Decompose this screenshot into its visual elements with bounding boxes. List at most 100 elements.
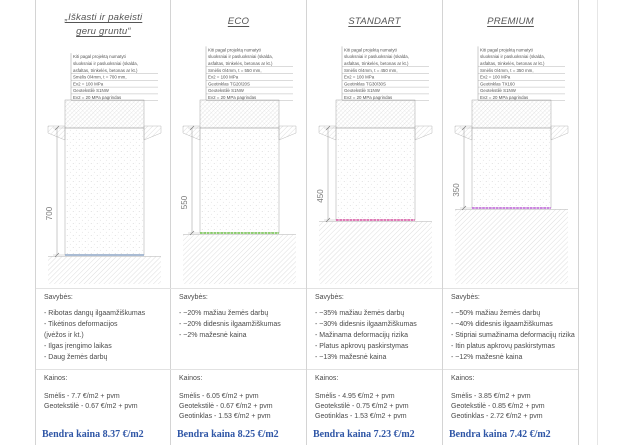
price-item: Smėlis - 7.7 €/m2 + pvm [44, 393, 120, 400]
price-item: Smėlis - 6.05 €/m2 + pvm [179, 393, 259, 400]
layer-label: Kiti pagal projektą numatyti [73, 54, 126, 59]
sand-layer [471, 127, 552, 209]
section-divider [443, 288, 578, 289]
property-item: - Ribotas dangų ilgaamžiškumas [44, 310, 146, 317]
ground-right [278, 125, 297, 141]
thickness-dimension: 350 [452, 183, 461, 197]
upper-layers [64, 99, 145, 129]
subgrade-soil [455, 209, 568, 284]
total-price: Bendra kaina 8.25 €/m2 [177, 429, 279, 440]
dimension-tick-bottom [461, 205, 467, 211]
column-title: STANDART [307, 15, 442, 29]
option-column-excavation: „Iškasti ir pakeisti geru gruntu“ Kiti pag… [35, 0, 171, 445]
prices-heading: Kainos: [44, 375, 68, 382]
sand-layer [64, 127, 145, 256]
prices-heading: Kainos: [179, 375, 203, 382]
layer-label: Ev2 = 20 MPa pagrindas [208, 95, 257, 100]
layer-label: Ev2 = 100 MPa [480, 75, 511, 80]
ground-right [414, 125, 433, 141]
layer-label: sluoksniai ir pasluoksniai (skalda, [208, 54, 273, 59]
property-item: - ~12% mažesnė kaina [451, 354, 523, 361]
column-title-text: ECO [227, 16, 250, 27]
layer-label: sluoksniai ir pasluoksniai (skalda, [480, 54, 545, 59]
column-title-text: PREMIUM [487, 16, 534, 27]
prices-heading: Kainos: [315, 375, 339, 382]
layer-label: Kiti pagal projektą numatyti [208, 47, 261, 52]
property-item: - ~13% mažesnė kaina [315, 354, 387, 361]
column-title: ECO [171, 15, 306, 29]
dimension-tick-bottom [189, 230, 195, 236]
cross-section-drawing: Kiti pagal projektą numatyti sluoksniai i… [452, 46, 569, 284]
option-column-standart: STANDART Kiti pagal projektą numatyti sluo… [307, 0, 443, 445]
price-item: Geotekstilė - 0.75 €/m2 + pvm [315, 403, 409, 410]
option-column-eco: ECO Kiti pagal projektą numatyti sluoksnia… [171, 0, 307, 445]
layer-label: asfaltas, trinkelės, betonas ar kt.) [480, 61, 545, 66]
layer-label: Ev2 = 100 MPa [208, 75, 239, 80]
upper-layers [199, 99, 280, 129]
layer-label: Geotinklas TG20/20S [208, 81, 250, 86]
column-title-line: STANDART [307, 15, 442, 29]
column-title: PREMIUM [443, 15, 578, 29]
layer-label: Geotekstilė S1NW [480, 88, 517, 93]
layer-label: Ev2 = 20 MPa pagrindas [73, 95, 122, 100]
price-item: Geotinklas - 2.72 €/m2 + pvm [451, 413, 543, 420]
properties-section: Savybės: - Ribotas dangų ilgaamžiškumas - … [44, 292, 145, 363]
layer-label: asfaltas, trinkelės, betonas ar kt.) [344, 61, 409, 66]
subgrade-soil [48, 256, 161, 284]
layer-label: asfaltas, trinkelės, betonas ar kt.) [73, 68, 138, 73]
layer-label: Geotekstilė S1NW [208, 88, 245, 93]
column-title-line: PREMIUM [443, 15, 578, 29]
prices-heading: Kainos: [451, 375, 475, 382]
property-item: - Platus apkrovų paskirstymas [315, 343, 409, 350]
property-item: - Itin platus apkrovų paskirstymas [451, 343, 555, 350]
prices-section: Kainos: Smėlis - 7.7 €/m2 + pvm Geotekstil… [44, 373, 138, 412]
layer-label: Smėlis 0/4mm, t = 550 mm, [208, 68, 262, 73]
layer-label: Ev2 = 20 MPa pagrindas [480, 95, 529, 100]
price-item: Geotinklas - 1.53 €/m2 + pvm [315, 413, 407, 420]
property-item: - ~20% mažiau žemės darbų [179, 310, 269, 317]
property-item: - ~35% mažiau žemės darbų [315, 310, 405, 317]
layer-label: Kiti pagal projektą numatyti [480, 47, 533, 52]
property-item: - ~2% mažesnė kaina [179, 332, 247, 339]
subgrade-soil [319, 221, 432, 284]
column-title-line: „Iškasti ir pakeisti [36, 11, 171, 25]
thickness-dimension: 700 [45, 206, 54, 220]
sand-layer [199, 127, 280, 234]
total-price: Bendra kaina 7.23 €/m2 [313, 429, 415, 440]
layer-label: Ev2 = 100 MPa [73, 81, 104, 86]
property-item: - ~30% didesnis ilgaamžiškumas [315, 321, 417, 328]
layer-label: asfaltas, trinkelės, betonas ar kt.) [208, 61, 273, 66]
property-item: - ~40% didesnis ilgaamžiškumas [451, 321, 553, 328]
properties-section: Savybės: - ~35% mažiau žemės darbų - ~30% … [315, 292, 417, 363]
property-item: - ~20% didesnis ilgaamžiškumas [179, 321, 281, 328]
property-item: - ~50% mažiau žemės darbų [451, 310, 541, 317]
cross-section-drawing: Kiti pagal projektą numatyti sluoksniai i… [316, 46, 433, 284]
price-item: Smėlis - 4.95 €/m2 + pvm [315, 393, 395, 400]
section-divider [171, 288, 306, 289]
layer-label: Geotinklas TG30/30S [344, 81, 386, 86]
column-title-line: geru gruntu“ [36, 25, 171, 39]
property-item: - Stipriai sumažinama deformacijų rizika [451, 332, 575, 339]
ground-right [143, 125, 162, 141]
layer-label: Ev2 = 100 MPa [344, 75, 375, 80]
option-column-premium: PREMIUM Kiti pagal projektą numatyti sluok… [443, 0, 579, 445]
column-title: „Iškasti ir pakeisti geru gruntu“ [36, 11, 171, 39]
dimension-tick-top [189, 125, 195, 131]
dimension-tick-top [461, 125, 467, 131]
total-price: Bendra kaina 7.42 €/m2 [449, 429, 551, 440]
property-item: - Ilgas įrengimo laikas [44, 343, 112, 350]
upper-layers [335, 99, 416, 129]
outer-frame-rule [597, 0, 598, 445]
properties-section: Savybės: - ~20% mažiau žemės darbų - ~20% … [179, 292, 281, 341]
property-item: - Mažinama deformacijų rizika [315, 332, 408, 339]
cross-section-drawing: Kiti pagal projektą numatyti sluoksniai i… [45, 53, 162, 284]
layer-label: sluoksniai ir pasluoksniai (skalda, [344, 54, 409, 59]
layer-label: Geotekstilė S1NW [73, 88, 110, 93]
price-item: Smėlis - 3.85 €/m2 + pvm [451, 393, 531, 400]
properties-heading: Savybės: [179, 294, 208, 301]
column-title-line: ECO [171, 15, 306, 29]
dimension-tick-top [325, 125, 331, 131]
layer-label: Geotekstilė S1NW [344, 88, 381, 93]
column-title-text: „Iškasti ir pakeisti [64, 12, 143, 23]
section-divider [307, 288, 442, 289]
